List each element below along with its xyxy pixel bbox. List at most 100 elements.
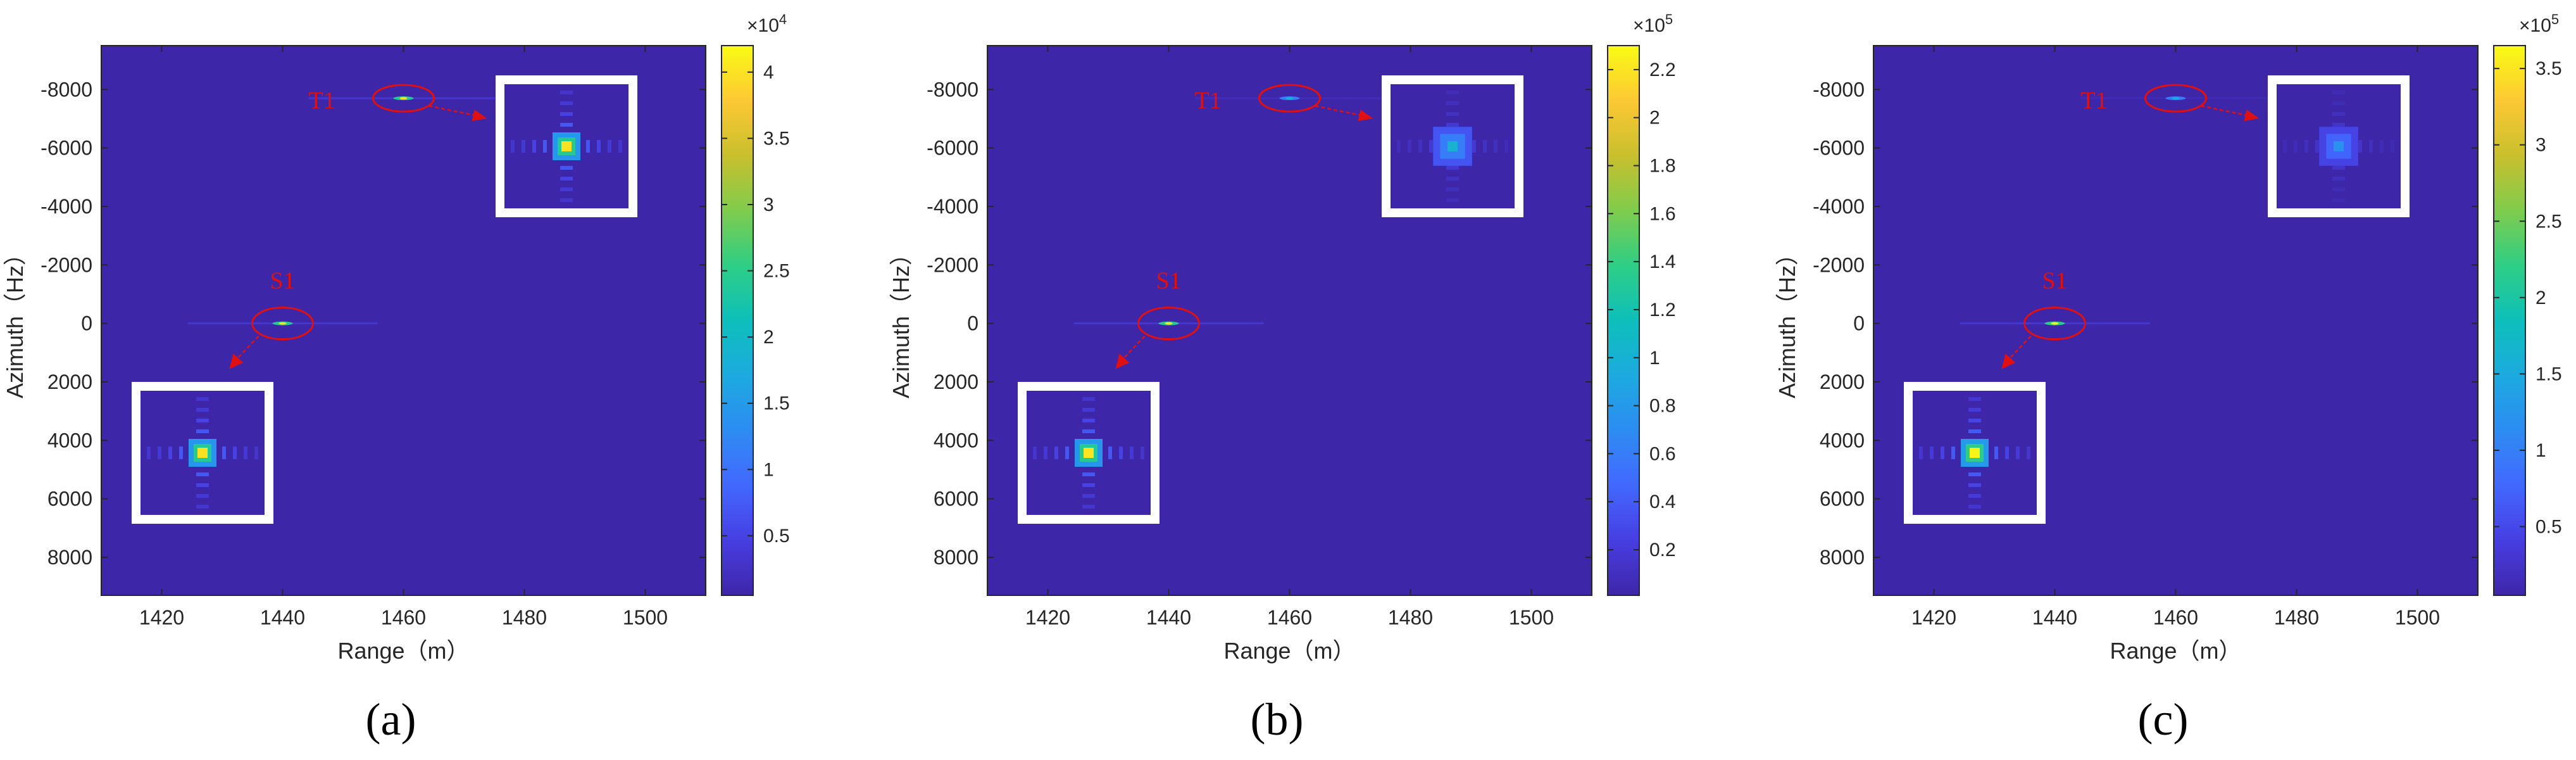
inset-sidelobe	[1968, 397, 1981, 401]
target-peak	[2051, 322, 2059, 325]
colorbar: 0.5 1 1.5 2 2.5 3 3.5 ×105	[2493, 11, 2562, 596]
inset-sidelobe	[196, 483, 209, 487]
inset-sidelobe	[1082, 419, 1095, 422]
colorbar-tick-label: 1.2	[1649, 300, 1676, 320]
x-tick-label: 1420	[1025, 606, 1070, 629]
inset-s1	[1018, 382, 1160, 524]
inset-sidelobe	[196, 505, 209, 509]
inset-sidelobe	[1082, 397, 1095, 401]
y-tick-label: -4000	[927, 195, 979, 218]
inset-sidelobe	[1397, 140, 1401, 153]
s1-arrow	[236, 335, 259, 360]
chart-panel-c: T1 S1 1420 1440 1460 1480 1500 Range（m） -8000 -60…	[1772, 0, 2576, 760]
inset-sidelobe	[1968, 472, 1981, 476]
y-tick-label: -8000	[41, 78, 92, 101]
s1-marker-ellipse	[2023, 307, 2086, 341]
inset-sidelobe	[1941, 446, 1944, 459]
inset-sidelobe	[196, 429, 209, 433]
inset-sidelobe	[1108, 446, 1112, 459]
x-tick-label: 1440	[260, 606, 305, 629]
colorbar-tick-label: 1	[2535, 440, 2546, 461]
inset-sidelobe	[560, 91, 573, 94]
inset-sidelobe	[1082, 429, 1095, 433]
target-point-s1	[1073, 321, 1264, 326]
inset-sidelobe	[2332, 112, 2345, 116]
inset-sidelobe	[1065, 446, 1069, 459]
x-axis-label: Range（m）	[1223, 638, 1355, 664]
inset-peak	[2334, 141, 2344, 151]
colorbar-tick-label: 1.5	[763, 393, 790, 414]
inset-sidelobe	[1446, 166, 1459, 170]
inset-t1	[2268, 75, 2410, 217]
y-axis: -8000 -6000 -4000 -2000 0 2000 4000 6000 8000 Azi…	[2, 78, 706, 569]
colorbar-exponent-power: 5	[2551, 11, 2559, 27]
colorbar-gradient	[1607, 45, 1640, 596]
target-peak	[1285, 97, 1294, 100]
chart-panel-a: T1 S1 1420 1440 1460 1480 1500 Range（m） -8000 -60…	[0, 0, 858, 760]
inset-sidelobe	[179, 446, 183, 459]
y-tick-label: 8000	[1820, 546, 1865, 569]
inset-sidelobe	[1968, 419, 1981, 422]
inset-sidelobe	[1494, 140, 1497, 153]
inset-sidelobe	[1141, 446, 1144, 459]
colorbar-tick-label: 2.2	[1649, 60, 1676, 80]
s1-arrow	[1122, 335, 1146, 360]
inset-sidelobe	[1429, 140, 1433, 153]
x-tick-label: 1500	[1509, 606, 1554, 629]
x-tick-label: 1460	[1267, 606, 1312, 629]
inset-sidelobe	[522, 140, 525, 153]
colorbar-tick-label: 3	[763, 194, 774, 215]
colorbar-tick-label: 4	[763, 62, 774, 83]
inset-sidelobe	[2332, 166, 2345, 170]
inset-sidelobe	[196, 419, 209, 422]
annotations: T1 S1	[229, 84, 487, 369]
inset-sidelobe	[586, 140, 590, 153]
inset-sidelobe	[2016, 446, 2020, 459]
inset-sidelobe	[2358, 140, 2362, 153]
inset-sidelobe	[597, 140, 601, 153]
y-tick-label: 6000	[1820, 488, 1865, 510]
colorbar-tick-label: 0.6	[1649, 443, 1676, 464]
inset-sidelobe	[2332, 198, 2345, 202]
y-tick-label: 8000	[47, 546, 92, 569]
colorbar-tick-label: 1.6	[1649, 203, 1676, 224]
colorbar-exponent: ×105	[1633, 11, 1673, 36]
colorbar-tick-label: 2.5	[2535, 211, 2562, 232]
inset-sidelobe	[2332, 101, 2345, 105]
y-tick-label: -4000	[1813, 195, 1865, 218]
inset-sidelobe	[560, 112, 573, 116]
t1-label: T1	[2081, 87, 2108, 114]
inset-sidelobe	[168, 446, 172, 459]
x-axis: 1420 1440 1460 1480 1500 Range（m）	[1025, 46, 1554, 664]
y-tick-label: 4000	[1820, 429, 1865, 452]
target-peak	[278, 322, 287, 325]
x-tick-label: 1460	[2153, 606, 2198, 629]
t1-marker-ellipse	[1258, 84, 1321, 113]
inset-sidelobe	[1919, 446, 1923, 459]
colorbar-tick-label: 0.8	[1649, 396, 1676, 417]
x-axis: 1420 1440 1460 1480 1500 Range（m）	[139, 46, 668, 664]
inset-t1	[496, 75, 637, 217]
inset-sidelobe	[2332, 123, 2345, 127]
inset-sidelobe	[560, 166, 573, 170]
inset-sidelobe	[2391, 140, 2394, 153]
colorbar-tick-label: 2	[2535, 288, 2546, 308]
colorbar-exponent: ×105	[2519, 11, 2559, 36]
inset-t1	[1382, 75, 1523, 217]
y-tick-label: 2000	[934, 370, 979, 393]
inset-sidelobe	[1968, 505, 1981, 509]
inset-s1	[132, 382, 273, 524]
colorbar-tick-label: 2	[763, 327, 774, 348]
inset-sidelobe	[1968, 408, 1981, 412]
x-axis-label: Range（m）	[337, 638, 469, 664]
panel-label-b: (b)	[1251, 694, 1304, 745]
inset-peak	[561, 141, 572, 151]
y-tick-label: -6000	[41, 137, 92, 160]
inset-sidelobe	[1054, 446, 1058, 459]
t1-arrow	[428, 104, 478, 117]
y-tick-label: 6000	[47, 488, 92, 510]
inset-sidelobe	[1446, 123, 1459, 127]
y-tick-label: 0	[1853, 312, 1865, 335]
x-tick-label: 1500	[623, 606, 668, 629]
colorbar-tick-label: 0.5	[763, 526, 790, 547]
